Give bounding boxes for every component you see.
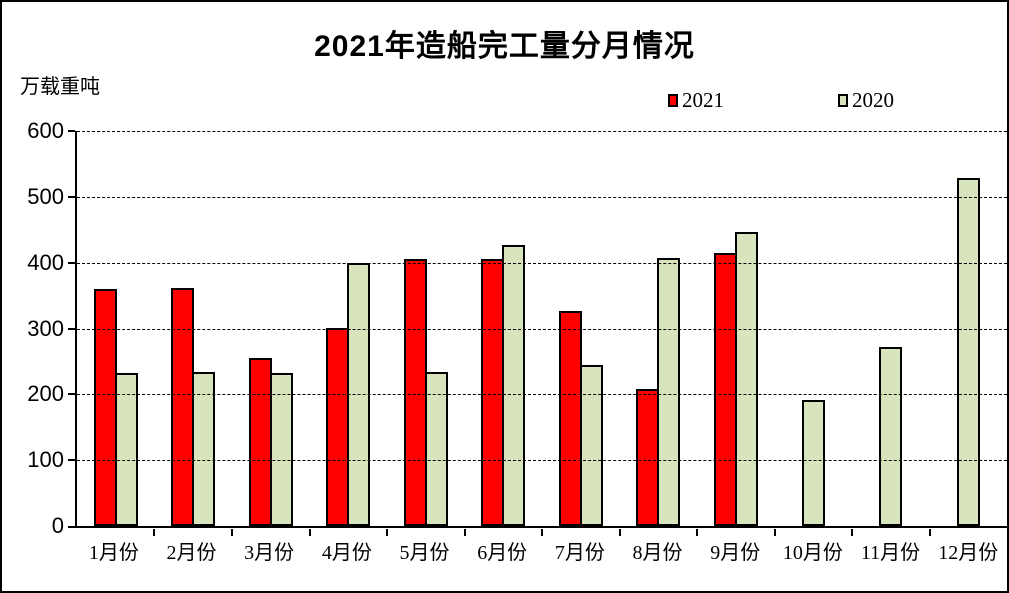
bar-group-1月份	[77, 131, 155, 526]
bar-2020-10月份	[801, 399, 825, 526]
bar-2021-5月份	[403, 259, 427, 526]
bar-2020-11月份	[879, 346, 903, 526]
bar-2020-2月份	[192, 371, 216, 526]
bar-2020-3月份	[269, 373, 293, 526]
bar-group-7月份	[542, 131, 620, 526]
y-tick-label-200: 200	[27, 381, 64, 407]
bar-group-5月份	[387, 131, 465, 526]
x-axis-tick-1	[153, 529, 156, 536]
y-axis-tick-400	[68, 261, 75, 264]
x-axis-tick-3	[308, 529, 311, 536]
bar-group-12月份	[930, 131, 1008, 526]
y-tick-label-0: 0	[51, 513, 64, 538]
bar-group-6月份	[465, 131, 543, 526]
bar-2020-6月份	[502, 244, 526, 526]
chart-title: 2021年造船完工量分月情况	[314, 30, 695, 63]
legend-swatch-2020	[838, 93, 848, 107]
x-axis-tick-9	[773, 529, 776, 536]
bar-2020-9月份	[734, 232, 758, 526]
bar-group-9月份	[697, 131, 775, 526]
y-axis-tick-100	[68, 459, 75, 462]
y-axis-tick-0	[68, 526, 75, 528]
legend-label-2021: 2021	[682, 88, 724, 112]
x-axis-label-4月份: 4月份	[321, 542, 372, 564]
bar-2021-9月份	[713, 252, 737, 526]
gridline-300	[77, 328, 1007, 330]
x-axis-label-10月份: 10月份	[782, 542, 843, 564]
x-axis-label-11月份: 11月份	[860, 542, 921, 564]
gridline-200	[77, 394, 1007, 396]
y-axis-tick-500	[68, 195, 75, 198]
bar-2020-8月份	[657, 258, 681, 526]
x-axis-label-7月份: 7月份	[554, 542, 605, 564]
x-axis-tick-5	[463, 529, 466, 536]
bar-2021-7月份	[558, 311, 582, 526]
y-axis-tick-200	[68, 393, 75, 396]
x-axis-tick-7	[618, 529, 621, 536]
legend: 2021 2020	[2, 88, 1007, 112]
y-tick-label-400: 400	[27, 249, 64, 275]
gridline-600	[77, 131, 1007, 132]
x-axis-tick-8	[695, 529, 698, 536]
y-tick-label-300: 300	[27, 315, 64, 341]
y-tick-label-500: 500	[27, 183, 64, 209]
y-tick-label-100: 100	[27, 447, 64, 473]
bar-group-11月份	[852, 131, 930, 526]
x-axis-tick-11	[928, 529, 931, 536]
legend-item-2021: 2021	[668, 88, 724, 112]
legend-item-2020: 2020	[838, 88, 894, 112]
gridline-500	[77, 196, 1007, 198]
bar-group-10月份	[775, 131, 853, 526]
x-axis-label-2月份: 2月份	[166, 542, 217, 564]
bar-group-2月份	[155, 131, 233, 526]
bar-group-3月份	[232, 131, 310, 526]
x-axis-label-3月份: 3月份	[244, 542, 295, 564]
bar-2021-8月份	[636, 389, 660, 526]
x-axis-label-12月份: 12月份	[938, 542, 999, 564]
bar-2021-6月份	[481, 258, 505, 526]
x-axis-label-8月份: 8月份	[632, 542, 683, 564]
x-axis-tick-2	[230, 529, 233, 536]
bar-2021-3月份	[248, 358, 272, 526]
bar-2021-1月份	[93, 289, 117, 526]
legend-swatch-2021	[668, 93, 678, 107]
bar-2020-5月份	[424, 371, 448, 526]
x-axis-label-9月份: 9月份	[710, 542, 761, 564]
bar-2020-12月份	[956, 177, 980, 526]
bar-2020-1月份	[114, 372, 138, 526]
x-axis-tick-10	[851, 529, 853, 536]
legend-label-2020: 2020	[852, 88, 894, 112]
x-axis-tick-6	[541, 529, 543, 536]
x-axis-tick-4	[385, 529, 388, 536]
x-axis-label-5月份: 5月份	[399, 542, 450, 564]
plot-area	[68, 130, 1008, 536]
y-axis-tick-labels: 600 500 400 300 200 100 0	[2, 118, 64, 538]
bar-2021-4月份	[326, 327, 350, 526]
y-axis-unit-label: 万载重吨	[20, 76, 100, 98]
x-axis-label-1月份: 1月份	[88, 542, 139, 564]
y-axis-tick-300	[68, 327, 75, 330]
bar-2021-2月份	[171, 287, 195, 526]
gridline-400	[77, 262, 1007, 264]
y-axis-tick-600	[68, 130, 75, 132]
x-axis-label-6月份: 6月份	[477, 542, 528, 564]
x-axis-labels: 1月份 2月份 3月份 4月份 5月份 6月份 7月份 8月份 9月份 10月份 11月份 12月份	[75, 536, 1007, 565]
y-tick-label-600: 600	[27, 118, 64, 143]
gridline-100	[77, 460, 1007, 462]
bar-2020-7月份	[579, 364, 603, 526]
bar-group-8月份	[620, 131, 698, 526]
